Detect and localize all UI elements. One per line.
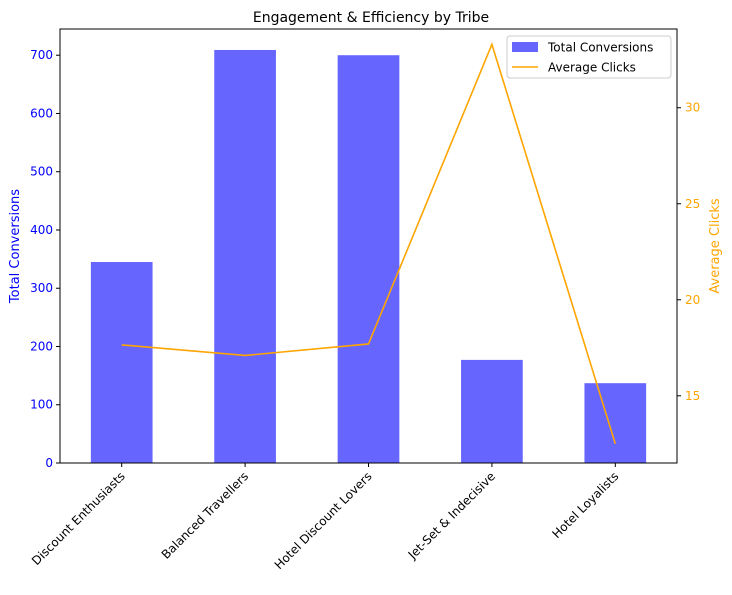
- bar-3: [461, 359, 523, 463]
- right-tick-label-2: 25: [685, 197, 700, 211]
- chart-title: Engagement & Efficiency by Tribe: [253, 10, 489, 26]
- line-layer: [121, 42, 617, 445]
- left-axis: 0 100 200 300 400 500 600 700: [30, 48, 60, 470]
- left-tick-label-1: 100: [30, 398, 53, 412]
- left-tick-label-6: 600: [30, 106, 53, 120]
- left-tick-label-0: 0: [45, 456, 53, 470]
- x-tick-label-0: Discount Enthusiasts: [29, 469, 128, 568]
- bars-layer: [90, 49, 647, 464]
- left-tick-label-3: 300: [30, 281, 53, 295]
- x-axis: Discount Enthusiasts Balanced Travellers H…: [29, 463, 621, 572]
- legend-box: [506, 35, 672, 79]
- left-tick-label-2: 200: [30, 339, 53, 353]
- legend-swatch-conversions: [512, 42, 538, 52]
- bar-4: [584, 383, 647, 463]
- x-tick-label-3: Jet-Set & Indecisive: [405, 469, 498, 562]
- left-axis-label: Total Conversions: [8, 189, 23, 304]
- bar-2: [337, 55, 400, 464]
- legend-label-clicks: Average Clicks: [548, 61, 636, 75]
- right-tick-label-3: 30: [685, 101, 700, 115]
- average-clicks-line: [121, 42, 617, 445]
- x-tick-label-1: Balanced Travellers: [159, 469, 252, 562]
- right-axis-label: Average Clicks: [708, 198, 723, 293]
- x-tick-label-4: Hotel Loyalists: [549, 469, 621, 541]
- right-tick-label-0: 15: [685, 389, 700, 403]
- bar-0: [90, 262, 153, 463]
- left-tick-label-5: 500: [30, 165, 53, 179]
- right-axis: 15 20 25 30: [677, 101, 700, 403]
- x-tick-label-2: Hotel Discount Lovers: [272, 469, 375, 572]
- bar-1: [214, 49, 276, 464]
- left-tick-label-7: 700: [30, 48, 53, 62]
- left-tick-label-4: 400: [30, 223, 53, 237]
- right-tick-label-1: 20: [685, 293, 700, 307]
- legend: Total Conversions Average Clicks: [506, 35, 672, 79]
- legend-label-conversions: Total Conversions: [547, 41, 653, 55]
